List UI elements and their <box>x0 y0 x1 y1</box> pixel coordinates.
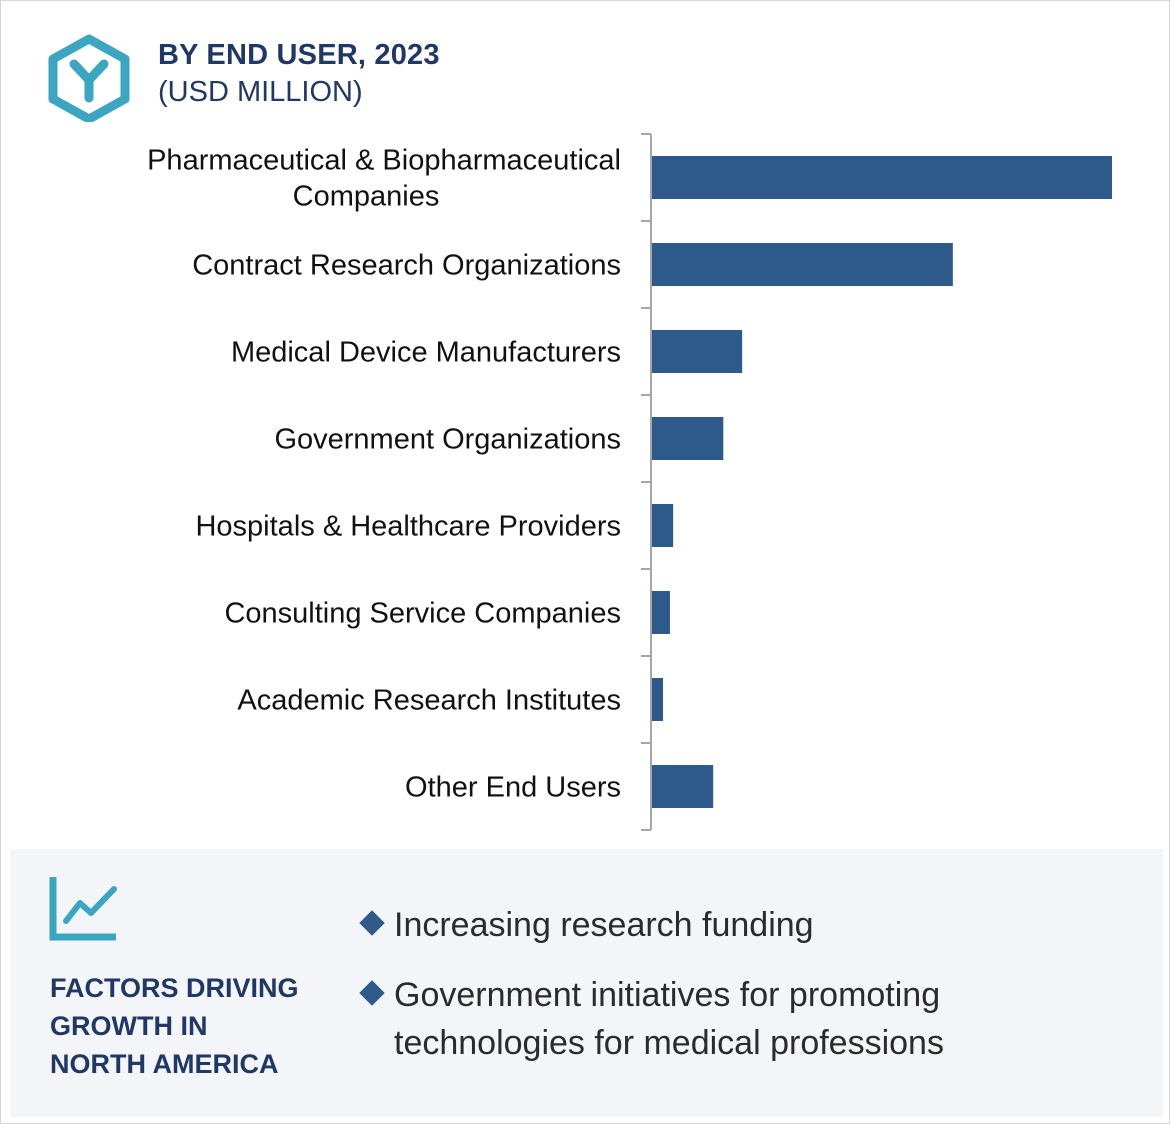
trend-chart-icon <box>49 877 117 941</box>
factor-item-text: Increasing research funding <box>394 906 814 944</box>
factors-panel: FACTORS DRIVING GROWTH IN NORTH AMERICA … <box>10 849 1163 1117</box>
factor-item-text: technologies for medical professions <box>394 1024 944 1062</box>
bar <box>652 765 714 808</box>
category-label: Medical Device Manufacturers <box>231 337 621 369</box>
factors-title-line: GROWTH IN <box>50 1011 208 1041</box>
bar <box>652 417 724 460</box>
bar <box>652 156 1112 199</box>
chart-subtitle: (USD MILLION) <box>158 76 363 108</box>
category-label: Government Organizations <box>274 424 621 456</box>
category-label: Companies <box>293 181 440 213</box>
bar-chart: Pharmaceutical & Biopharmaceutical Compan… <box>147 133 1112 831</box>
factors-title: FACTORS DRIVING GROWTH IN NORTH AMERICA <box>50 969 320 1083</box>
hexagon-y-logo-icon <box>48 34 130 122</box>
bar <box>652 504 674 547</box>
category-label: Contract Research Organizations <box>192 250 621 282</box>
category-label: Pharmaceutical & Biopharmaceutical <box>147 145 621 177</box>
bar <box>652 678 664 721</box>
factor-item: Government initiatives for promoting tec… <box>359 971 1140 1067</box>
category-label: Academic Research Institutes <box>237 685 621 717</box>
chart-title: BY END USER, 2023 <box>158 39 440 71</box>
bar <box>652 591 670 634</box>
category-label: Consulting Service Companies <box>224 598 621 630</box>
factor-item: Increasing research funding <box>359 901 1140 949</box>
category-label: Hospitals & Healthcare Providers <box>195 511 621 543</box>
factor-item-text: Government initiatives for promoting <box>394 976 941 1014</box>
bar <box>652 330 743 373</box>
category-label: Other End Users <box>405 772 621 804</box>
bar <box>652 243 953 286</box>
factors-title-line: NORTH AMERICA <box>50 1049 279 1079</box>
factors-title-line: FACTORS DRIVING <box>50 973 299 1003</box>
